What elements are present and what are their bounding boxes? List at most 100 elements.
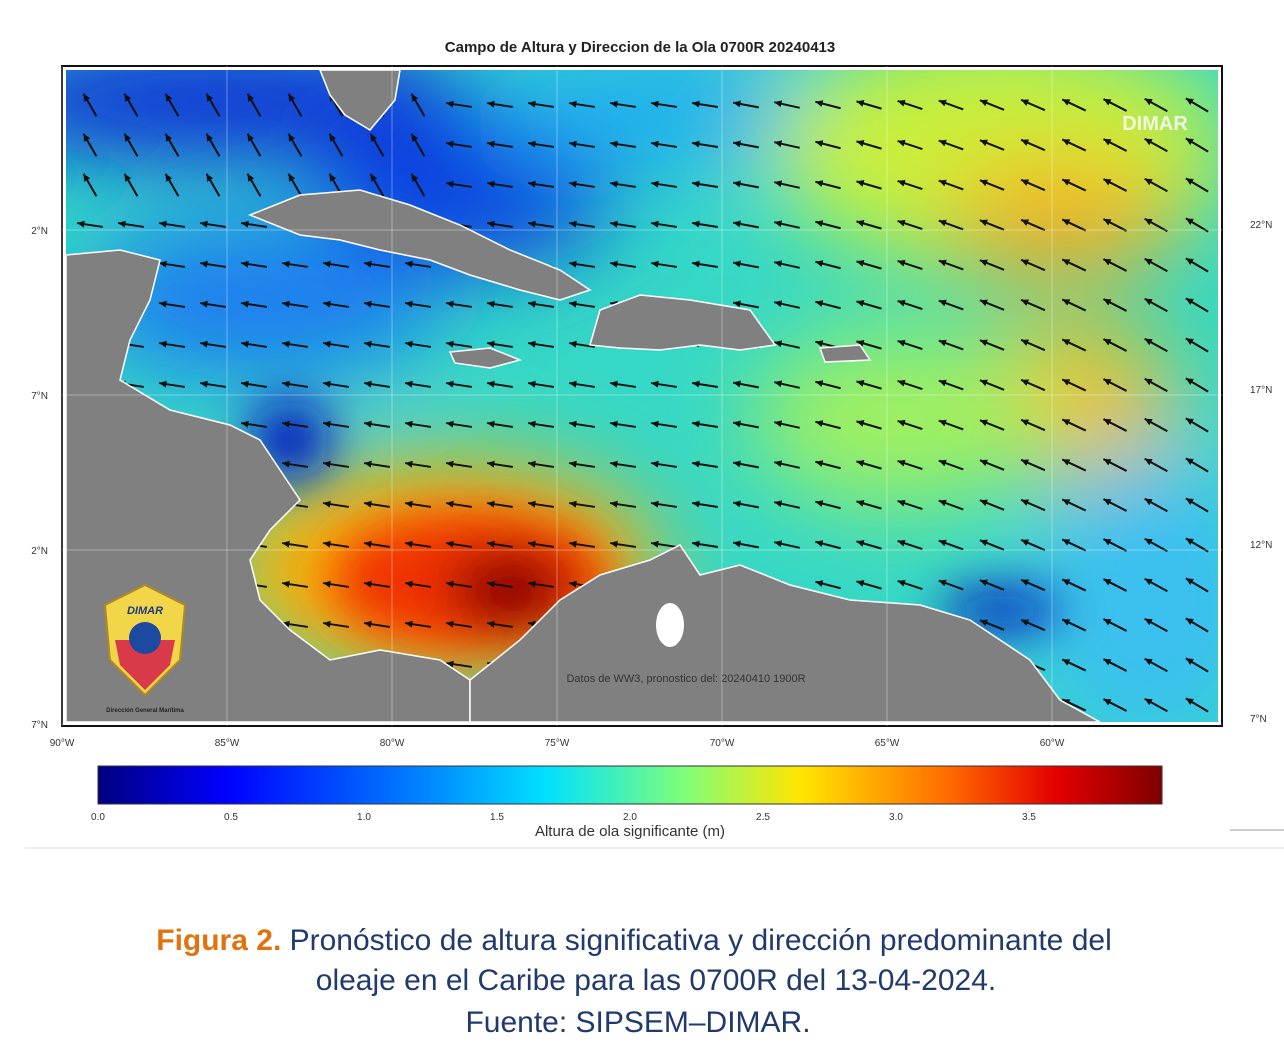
arrow-head [247,133,255,142]
colorbar-tick-label: 1.5 [490,812,504,823]
arrow-head [774,220,783,228]
arrow-head [411,93,419,102]
arrow-head [569,180,577,188]
cuba [247,189,592,301]
arrow-head [411,133,419,142]
arrow-head [979,539,988,547]
arrow-head [446,540,454,548]
arrow-head [1185,458,1194,466]
arrow-head [815,580,824,587]
arrow-head [651,220,659,228]
arrow-head [1062,339,1071,346]
arrow-head [1103,99,1112,106]
caption-line2: oleaje en el Caribe para las 0700R del 1… [316,964,996,997]
arrow-head [1185,498,1194,506]
arrow-head [651,100,659,108]
arrow-head [610,140,618,148]
arrow-head [1021,539,1030,546]
arrow-head [1185,698,1194,706]
arrow-head [282,540,290,548]
colorbar-ticks: 0.0 0.5 1.0 1.5 2.0 2.5 3.0 3.5 [91,812,1036,823]
arrow-head [323,540,331,548]
arrow-head [1021,459,1030,466]
arrow-head [733,500,741,508]
arrow-head [938,379,947,387]
arrow-head [1103,699,1112,706]
arrow-head [979,499,988,507]
arrow-head [1144,258,1153,266]
arrow-head [1144,418,1153,426]
arrow-head [1185,178,1194,186]
arrow-head [282,460,290,468]
arrow-head [815,420,824,427]
arrow-head [1062,699,1071,706]
arrow-head [446,580,454,588]
arrow-head [897,259,906,267]
arrow-head [1021,619,1030,626]
arrow-head [446,660,454,668]
arrow-head [1185,418,1194,426]
arrow-head [124,93,132,102]
arrow-head [446,500,454,508]
florida [319,70,401,131]
arrow-head [692,420,700,428]
arrow-head [329,173,337,182]
arrow-head [124,133,132,142]
arrow-head [569,340,577,348]
arrow-head [200,380,208,388]
arrow-head [323,460,331,468]
arrow-head [692,180,700,188]
arrow-head [1103,379,1112,386]
arrow-head [323,380,331,388]
arrow-head [610,180,618,188]
arrow-head [364,300,372,308]
arrow-head [610,460,618,468]
caption-line1: Figura 2. Pronóstico de altura significa… [156,924,1112,957]
arrow-head [1062,139,1071,146]
arrow-head [282,340,290,348]
arrow-head [610,260,618,268]
arrow-head [815,300,824,307]
arrow-head [692,220,700,228]
colorbar-tick-label: 2.5 [756,812,770,823]
arrow-head [774,460,783,468]
arrow-head [856,420,865,427]
arrow-head [165,173,173,182]
arrow-head [569,140,577,148]
arrow-head [487,580,495,588]
arrow-head [323,340,331,348]
arrow-head [569,540,577,548]
lat-tick-label-right: 17°N [1250,385,1272,396]
arrow-head [446,300,454,308]
arrow-head [897,99,906,107]
arrow-head [979,579,988,587]
arrow-head [856,540,865,547]
south-america [469,544,1101,722]
colorbar-label: Altura de ola significante (m) [535,823,725,840]
arrow-head [200,260,208,268]
lon-tick-label: 70°W [710,738,735,749]
arrow-head [897,179,906,187]
arrow-head [77,220,85,228]
arrow-head [1185,258,1194,266]
arrow-head [282,420,290,428]
arrow-head [856,500,865,507]
arrow-head [692,380,700,388]
arrow-head [774,180,783,188]
arrow-head [323,580,331,588]
arrow-head [159,340,167,348]
arrow-head [692,460,700,468]
arrow-head [856,340,865,347]
arrow-head [241,220,249,228]
arrow-head [692,500,700,508]
arrow-head [979,299,988,307]
arrow-head [323,300,331,308]
arrow-head [856,300,865,307]
arrow-head [241,260,249,268]
arrow-head [856,580,865,587]
arrow-head [446,100,454,108]
arrow-head [1144,498,1153,506]
arrow-head [1185,338,1194,346]
arrow-head [1103,139,1112,146]
arrow-head [733,260,741,268]
